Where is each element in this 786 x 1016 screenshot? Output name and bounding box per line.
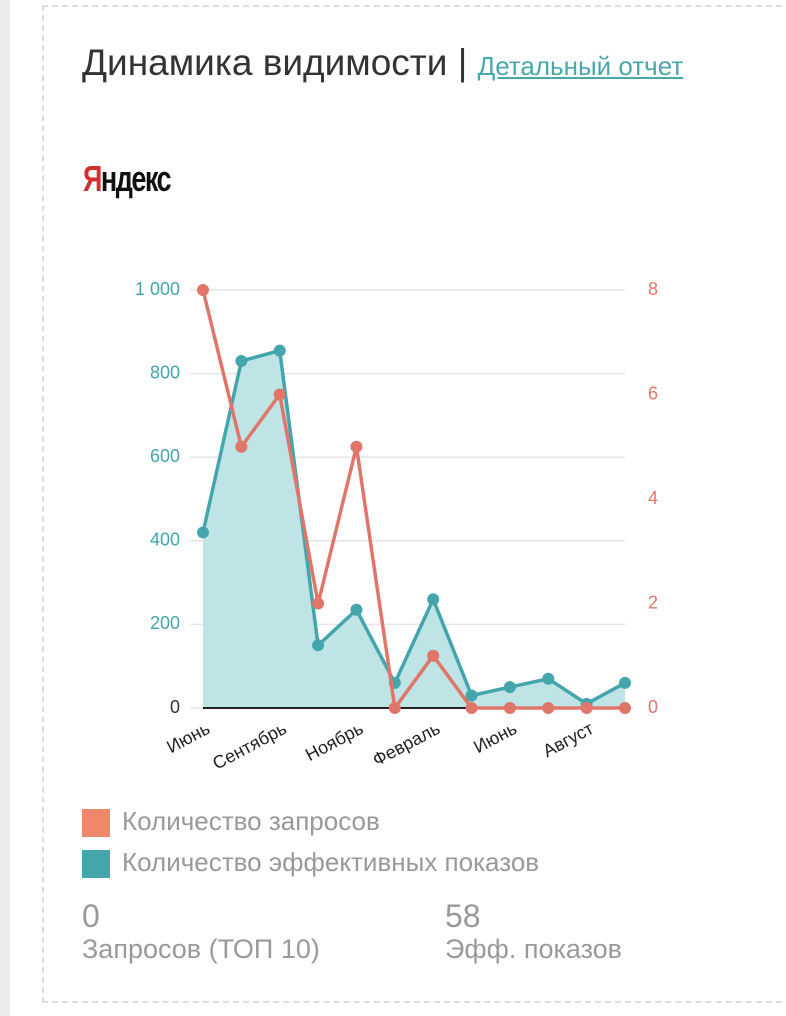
point xyxy=(197,284,209,296)
point xyxy=(350,440,363,453)
y-tick-label: 0 xyxy=(170,697,180,717)
point xyxy=(542,702,555,714)
point xyxy=(465,702,478,714)
stat-value: 58 xyxy=(445,898,481,934)
point xyxy=(273,344,286,357)
point xyxy=(503,681,516,694)
point xyxy=(235,355,248,368)
x-tick-label: Сентябрь xyxy=(209,718,290,774)
point xyxy=(427,593,440,606)
point xyxy=(235,440,248,453)
legend-label: Количество эффективных показов xyxy=(122,847,539,877)
y2-tick-label: 6 xyxy=(648,383,658,403)
title-text: Динамика видимости | xyxy=(82,42,468,83)
y-tick-label: 600 xyxy=(150,446,180,466)
point xyxy=(503,702,516,714)
legend-label: Количество запросов xyxy=(122,806,380,836)
point xyxy=(542,672,555,685)
detail-link[interactable]: Детальный отчет xyxy=(477,51,684,81)
y2-tick-label: 4 xyxy=(648,488,658,508)
area xyxy=(203,350,625,708)
point xyxy=(580,702,593,714)
point xyxy=(388,702,401,714)
point xyxy=(619,702,631,714)
point xyxy=(350,603,363,616)
point xyxy=(197,526,209,539)
legend-swatch xyxy=(82,850,110,878)
stat-label: Запросов (ТОП 10) xyxy=(82,934,320,964)
point xyxy=(312,597,325,610)
point xyxy=(619,676,631,689)
y-tick-label: 800 xyxy=(150,362,180,382)
card xyxy=(42,5,786,1003)
y2-tick-label: 8 xyxy=(648,279,658,299)
stat-value: 0 xyxy=(82,898,100,934)
line xyxy=(201,348,626,706)
side-strip xyxy=(0,0,10,1016)
point xyxy=(427,649,440,662)
stat: 58 Эфф. показов xyxy=(445,898,622,964)
y2-tick-label: 2 xyxy=(648,592,658,612)
y-tick-label: 1 000 xyxy=(135,279,180,299)
stat: 0 Запросов (ТОП 10) xyxy=(82,898,320,964)
x-tick-label: Ноябрь xyxy=(302,718,367,765)
point xyxy=(312,639,325,652)
y-tick-label: 400 xyxy=(150,530,180,550)
legend-swatch xyxy=(82,809,110,837)
point xyxy=(273,388,286,401)
stat-label: Эфф. показов xyxy=(445,934,623,964)
point xyxy=(465,689,478,702)
x-tick-label: Февраль xyxy=(369,718,443,770)
y-tick-label: 200 xyxy=(150,613,180,633)
logo: Яндекс xyxy=(83,158,172,199)
line xyxy=(201,289,625,713)
x-tick-label: Июнь xyxy=(470,718,520,757)
y2-tick-label: 0 xyxy=(648,697,658,717)
x-tick-label: Июнь xyxy=(163,718,213,757)
title: Динамика видимости | Детальный отчет xyxy=(82,44,702,81)
x-tick-label: Август xyxy=(540,718,597,761)
